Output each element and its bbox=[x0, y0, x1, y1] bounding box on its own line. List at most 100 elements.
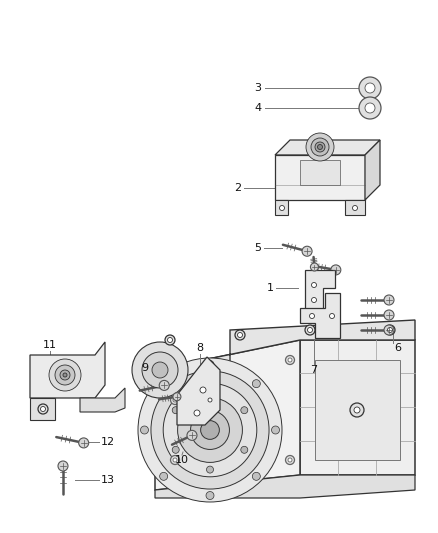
Circle shape bbox=[327, 311, 337, 321]
Circle shape bbox=[318, 144, 322, 149]
Text: 4: 4 bbox=[254, 103, 261, 113]
Polygon shape bbox=[275, 140, 380, 155]
Circle shape bbox=[286, 456, 294, 464]
Circle shape bbox=[237, 333, 243, 337]
Circle shape bbox=[60, 370, 70, 380]
Circle shape bbox=[309, 295, 319, 305]
Circle shape bbox=[165, 335, 175, 345]
Circle shape bbox=[63, 373, 67, 377]
Circle shape bbox=[200, 387, 206, 393]
Polygon shape bbox=[300, 293, 340, 338]
Circle shape bbox=[132, 342, 188, 398]
Circle shape bbox=[272, 426, 279, 434]
Circle shape bbox=[241, 407, 248, 414]
Circle shape bbox=[138, 358, 282, 502]
Circle shape bbox=[201, 421, 219, 439]
Circle shape bbox=[177, 398, 242, 463]
Circle shape bbox=[311, 297, 317, 303]
Circle shape bbox=[194, 410, 200, 416]
Polygon shape bbox=[80, 388, 125, 412]
Circle shape bbox=[173, 458, 177, 462]
Circle shape bbox=[55, 365, 75, 385]
Circle shape bbox=[365, 83, 375, 93]
Circle shape bbox=[170, 395, 180, 405]
Polygon shape bbox=[300, 160, 340, 185]
Circle shape bbox=[311, 263, 318, 271]
Circle shape bbox=[208, 398, 212, 402]
Circle shape bbox=[354, 407, 360, 413]
Circle shape bbox=[151, 371, 269, 489]
Circle shape bbox=[350, 203, 360, 213]
Text: 7: 7 bbox=[311, 365, 318, 375]
Circle shape bbox=[197, 384, 209, 396]
Text: 12: 12 bbox=[101, 437, 115, 447]
Circle shape bbox=[38, 404, 48, 414]
Circle shape bbox=[159, 381, 169, 390]
Text: 9: 9 bbox=[141, 363, 148, 373]
FancyBboxPatch shape bbox=[300, 340, 415, 475]
Circle shape bbox=[187, 430, 197, 440]
Text: 8: 8 bbox=[196, 343, 204, 353]
Circle shape bbox=[279, 206, 285, 211]
Circle shape bbox=[309, 280, 319, 290]
Circle shape bbox=[311, 138, 329, 156]
Circle shape bbox=[167, 337, 173, 343]
Circle shape bbox=[359, 97, 381, 119]
Circle shape bbox=[359, 77, 381, 99]
Circle shape bbox=[305, 325, 315, 335]
Circle shape bbox=[388, 327, 392, 333]
Circle shape bbox=[307, 311, 317, 321]
Circle shape bbox=[170, 456, 180, 464]
Circle shape bbox=[302, 246, 312, 256]
Polygon shape bbox=[155, 320, 415, 370]
Circle shape bbox=[172, 446, 179, 453]
Circle shape bbox=[384, 310, 394, 320]
Text: 11: 11 bbox=[43, 340, 57, 350]
Circle shape bbox=[160, 379, 168, 387]
Polygon shape bbox=[30, 342, 105, 398]
Polygon shape bbox=[155, 475, 415, 498]
Circle shape bbox=[252, 379, 260, 387]
Polygon shape bbox=[30, 398, 55, 420]
Circle shape bbox=[241, 446, 248, 453]
Polygon shape bbox=[305, 270, 335, 320]
Circle shape bbox=[163, 383, 257, 477]
Text: 13: 13 bbox=[101, 475, 115, 485]
Circle shape bbox=[384, 325, 394, 335]
Circle shape bbox=[58, 461, 68, 471]
Circle shape bbox=[160, 472, 168, 480]
Circle shape bbox=[206, 360, 214, 368]
Circle shape bbox=[141, 426, 148, 434]
Circle shape bbox=[152, 362, 168, 378]
Circle shape bbox=[310, 313, 314, 319]
Circle shape bbox=[173, 393, 181, 401]
FancyBboxPatch shape bbox=[315, 360, 400, 460]
Text: 3: 3 bbox=[254, 83, 261, 93]
Circle shape bbox=[288, 458, 292, 462]
Circle shape bbox=[40, 407, 46, 411]
Circle shape bbox=[384, 295, 394, 305]
Circle shape bbox=[288, 358, 292, 362]
Circle shape bbox=[49, 359, 81, 391]
Circle shape bbox=[79, 438, 88, 448]
Circle shape bbox=[235, 330, 245, 340]
Text: 2: 2 bbox=[234, 183, 242, 193]
Circle shape bbox=[206, 387, 213, 394]
Circle shape bbox=[329, 313, 335, 319]
Text: 6: 6 bbox=[395, 343, 402, 353]
Circle shape bbox=[142, 352, 178, 388]
Circle shape bbox=[353, 206, 357, 211]
Circle shape bbox=[350, 403, 364, 417]
Circle shape bbox=[205, 395, 215, 405]
Polygon shape bbox=[345, 200, 365, 215]
Polygon shape bbox=[365, 140, 380, 200]
Circle shape bbox=[306, 133, 334, 161]
Circle shape bbox=[191, 407, 203, 419]
Circle shape bbox=[277, 203, 287, 213]
Circle shape bbox=[286, 356, 294, 365]
Polygon shape bbox=[177, 357, 220, 425]
Polygon shape bbox=[275, 200, 288, 215]
Circle shape bbox=[331, 265, 341, 275]
Circle shape bbox=[252, 472, 260, 480]
Polygon shape bbox=[275, 155, 365, 200]
